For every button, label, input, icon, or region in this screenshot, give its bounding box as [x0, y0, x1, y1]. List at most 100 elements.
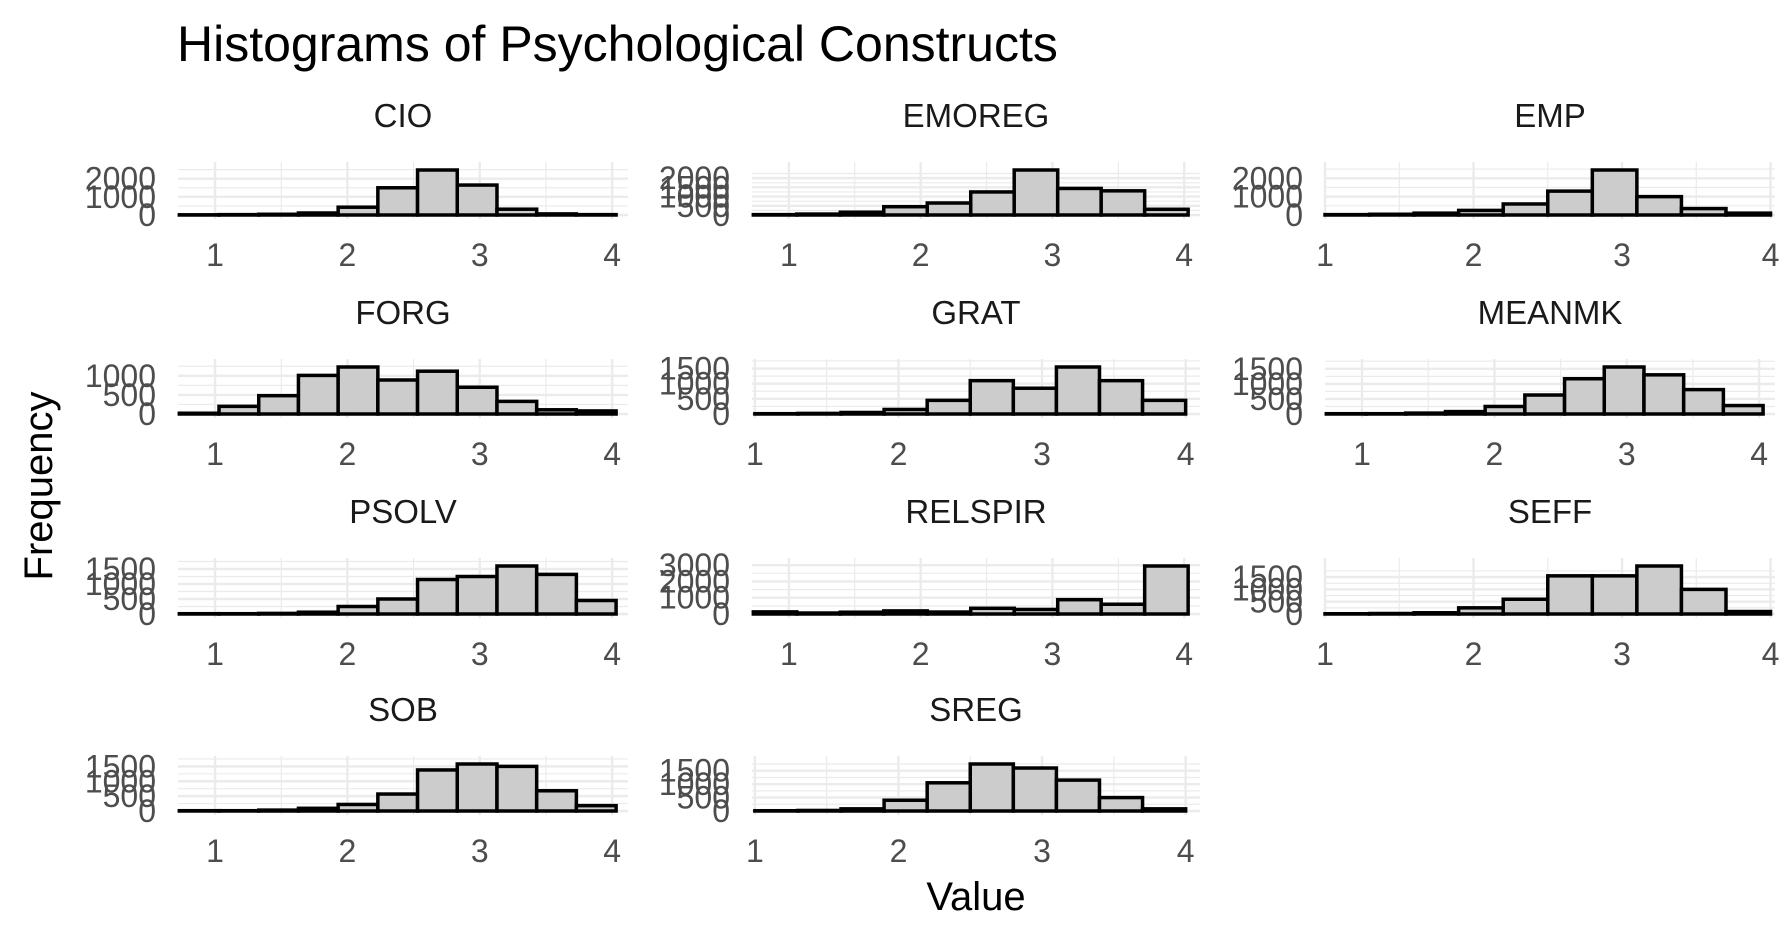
histogram-bar [296, 610, 340, 616]
y-tick-label: 0 [138, 596, 156, 632]
x-tick-label: 2 [912, 636, 930, 672]
x-tick-label: 2 [1465, 636, 1483, 672]
histogram-bar [1724, 211, 1773, 217]
y-tick-label: 1500 [1232, 351, 1303, 387]
histogram-bar [1140, 398, 1188, 416]
y-tick-label: 1000 [659, 766, 730, 802]
x-tick-label: 3 [1033, 436, 1051, 472]
histogram-bar [574, 598, 618, 616]
y-tick-label: 3000 [659, 547, 730, 583]
y-tick-label: 0 [138, 396, 156, 432]
histogram-bar [1721, 403, 1765, 416]
histogram-bar [839, 410, 886, 416]
y-tick-label: 500 [677, 780, 730, 816]
x-tick-label: 2 [339, 636, 357, 672]
x-tick-label: 2 [1486, 436, 1504, 472]
histogram-bar [968, 190, 1016, 217]
histogram-bar [1412, 211, 1461, 217]
y-tick-label: 2000 [1232, 160, 1303, 196]
x-tick-label: 3 [1044, 636, 1062, 672]
x-tick-label: 4 [1762, 636, 1780, 672]
y-tick-label: 1000 [659, 366, 730, 402]
histogram-bar [376, 792, 420, 813]
y-tick-label: 0 [1285, 396, 1303, 432]
x-tick-label: 1 [206, 636, 224, 672]
histogram-bar [455, 762, 499, 813]
x-tick-label: 2 [339, 436, 357, 472]
y-tick-label: 2000 [659, 160, 730, 196]
histogram-bar [296, 373, 340, 416]
y-tick-label: 1500 [659, 753, 730, 789]
histogram-bar [415, 577, 460, 616]
x-tick-label: 4 [603, 237, 621, 273]
histogram-bar [1456, 606, 1505, 616]
x-tick-label: 1 [1316, 237, 1334, 273]
x-tick-label: 3 [1033, 833, 1051, 869]
histogram-bar [1055, 186, 1103, 217]
y-tick-label: 2000 [85, 161, 156, 197]
histogram-bar [534, 572, 579, 616]
y-tick-label: 1000 [85, 566, 156, 602]
histogram-bar [838, 610, 886, 616]
x-axis-title: Value [926, 875, 1025, 919]
histogram-bar [839, 807, 886, 813]
y-tick-label: 1000 [85, 763, 156, 799]
histogram-bar [1456, 208, 1505, 217]
histogram-bar [1011, 766, 1059, 813]
x-tick-label: 2 [339, 237, 357, 273]
histogram-bar [1546, 189, 1595, 217]
histogram-bar [495, 207, 539, 217]
histogram-bar [256, 212, 301, 217]
histogram-bar [968, 762, 1016, 813]
histogram-bar [1142, 207, 1190, 217]
histogram-bar [574, 409, 618, 416]
histogram-bar [177, 411, 221, 416]
x-tick-label: 2 [890, 436, 908, 472]
x-tick-label: 4 [1750, 436, 1768, 472]
histogram-bar [495, 399, 539, 416]
x-tick-label: 3 [471, 833, 489, 869]
histogram-bar [256, 808, 301, 813]
facet-strip-label: CIO [374, 97, 433, 134]
y-tick-label: 500 [103, 581, 156, 617]
histogram-bar [1635, 194, 1684, 217]
histogram-bar [1635, 564, 1684, 616]
facet-strip-label: SOB [368, 691, 438, 728]
facet-strip-label: GRAT [931, 294, 1020, 331]
histogram-bar [796, 808, 843, 813]
y-tick-label: 1000 [85, 358, 156, 394]
histogram-bar [1443, 409, 1487, 416]
y-tick-label: 0 [712, 596, 730, 632]
histogram-bar [376, 186, 420, 217]
x-tick-label: 3 [1044, 237, 1062, 273]
histogram-bar [1679, 206, 1728, 217]
histogram-bar [1142, 564, 1190, 616]
histogram-bar [1097, 795, 1145, 813]
x-tick-label: 2 [1465, 237, 1483, 273]
x-tick-label: 4 [603, 436, 621, 472]
histogram-bar [415, 369, 460, 416]
chart-title: Histograms of Psychological Constructs [177, 16, 1058, 72]
x-tick-label: 1 [1316, 636, 1334, 672]
histogram-bar [1099, 189, 1147, 217]
histogram-bar [968, 606, 1016, 616]
histogram-bar [336, 365, 380, 416]
histogram-bar [534, 408, 579, 416]
histogram-bar [882, 407, 929, 416]
x-tick-label: 4 [1175, 237, 1193, 273]
facet-strip-label: EMP [1514, 97, 1586, 134]
x-tick-label: 4 [603, 833, 621, 869]
histogram-bar [925, 398, 973, 416]
y-tick-label: 0 [138, 793, 156, 829]
y-tick-label: 1500 [85, 551, 156, 587]
histogram-bar [415, 768, 460, 813]
histogram-bar [796, 411, 843, 416]
x-tick-label: 3 [471, 636, 489, 672]
